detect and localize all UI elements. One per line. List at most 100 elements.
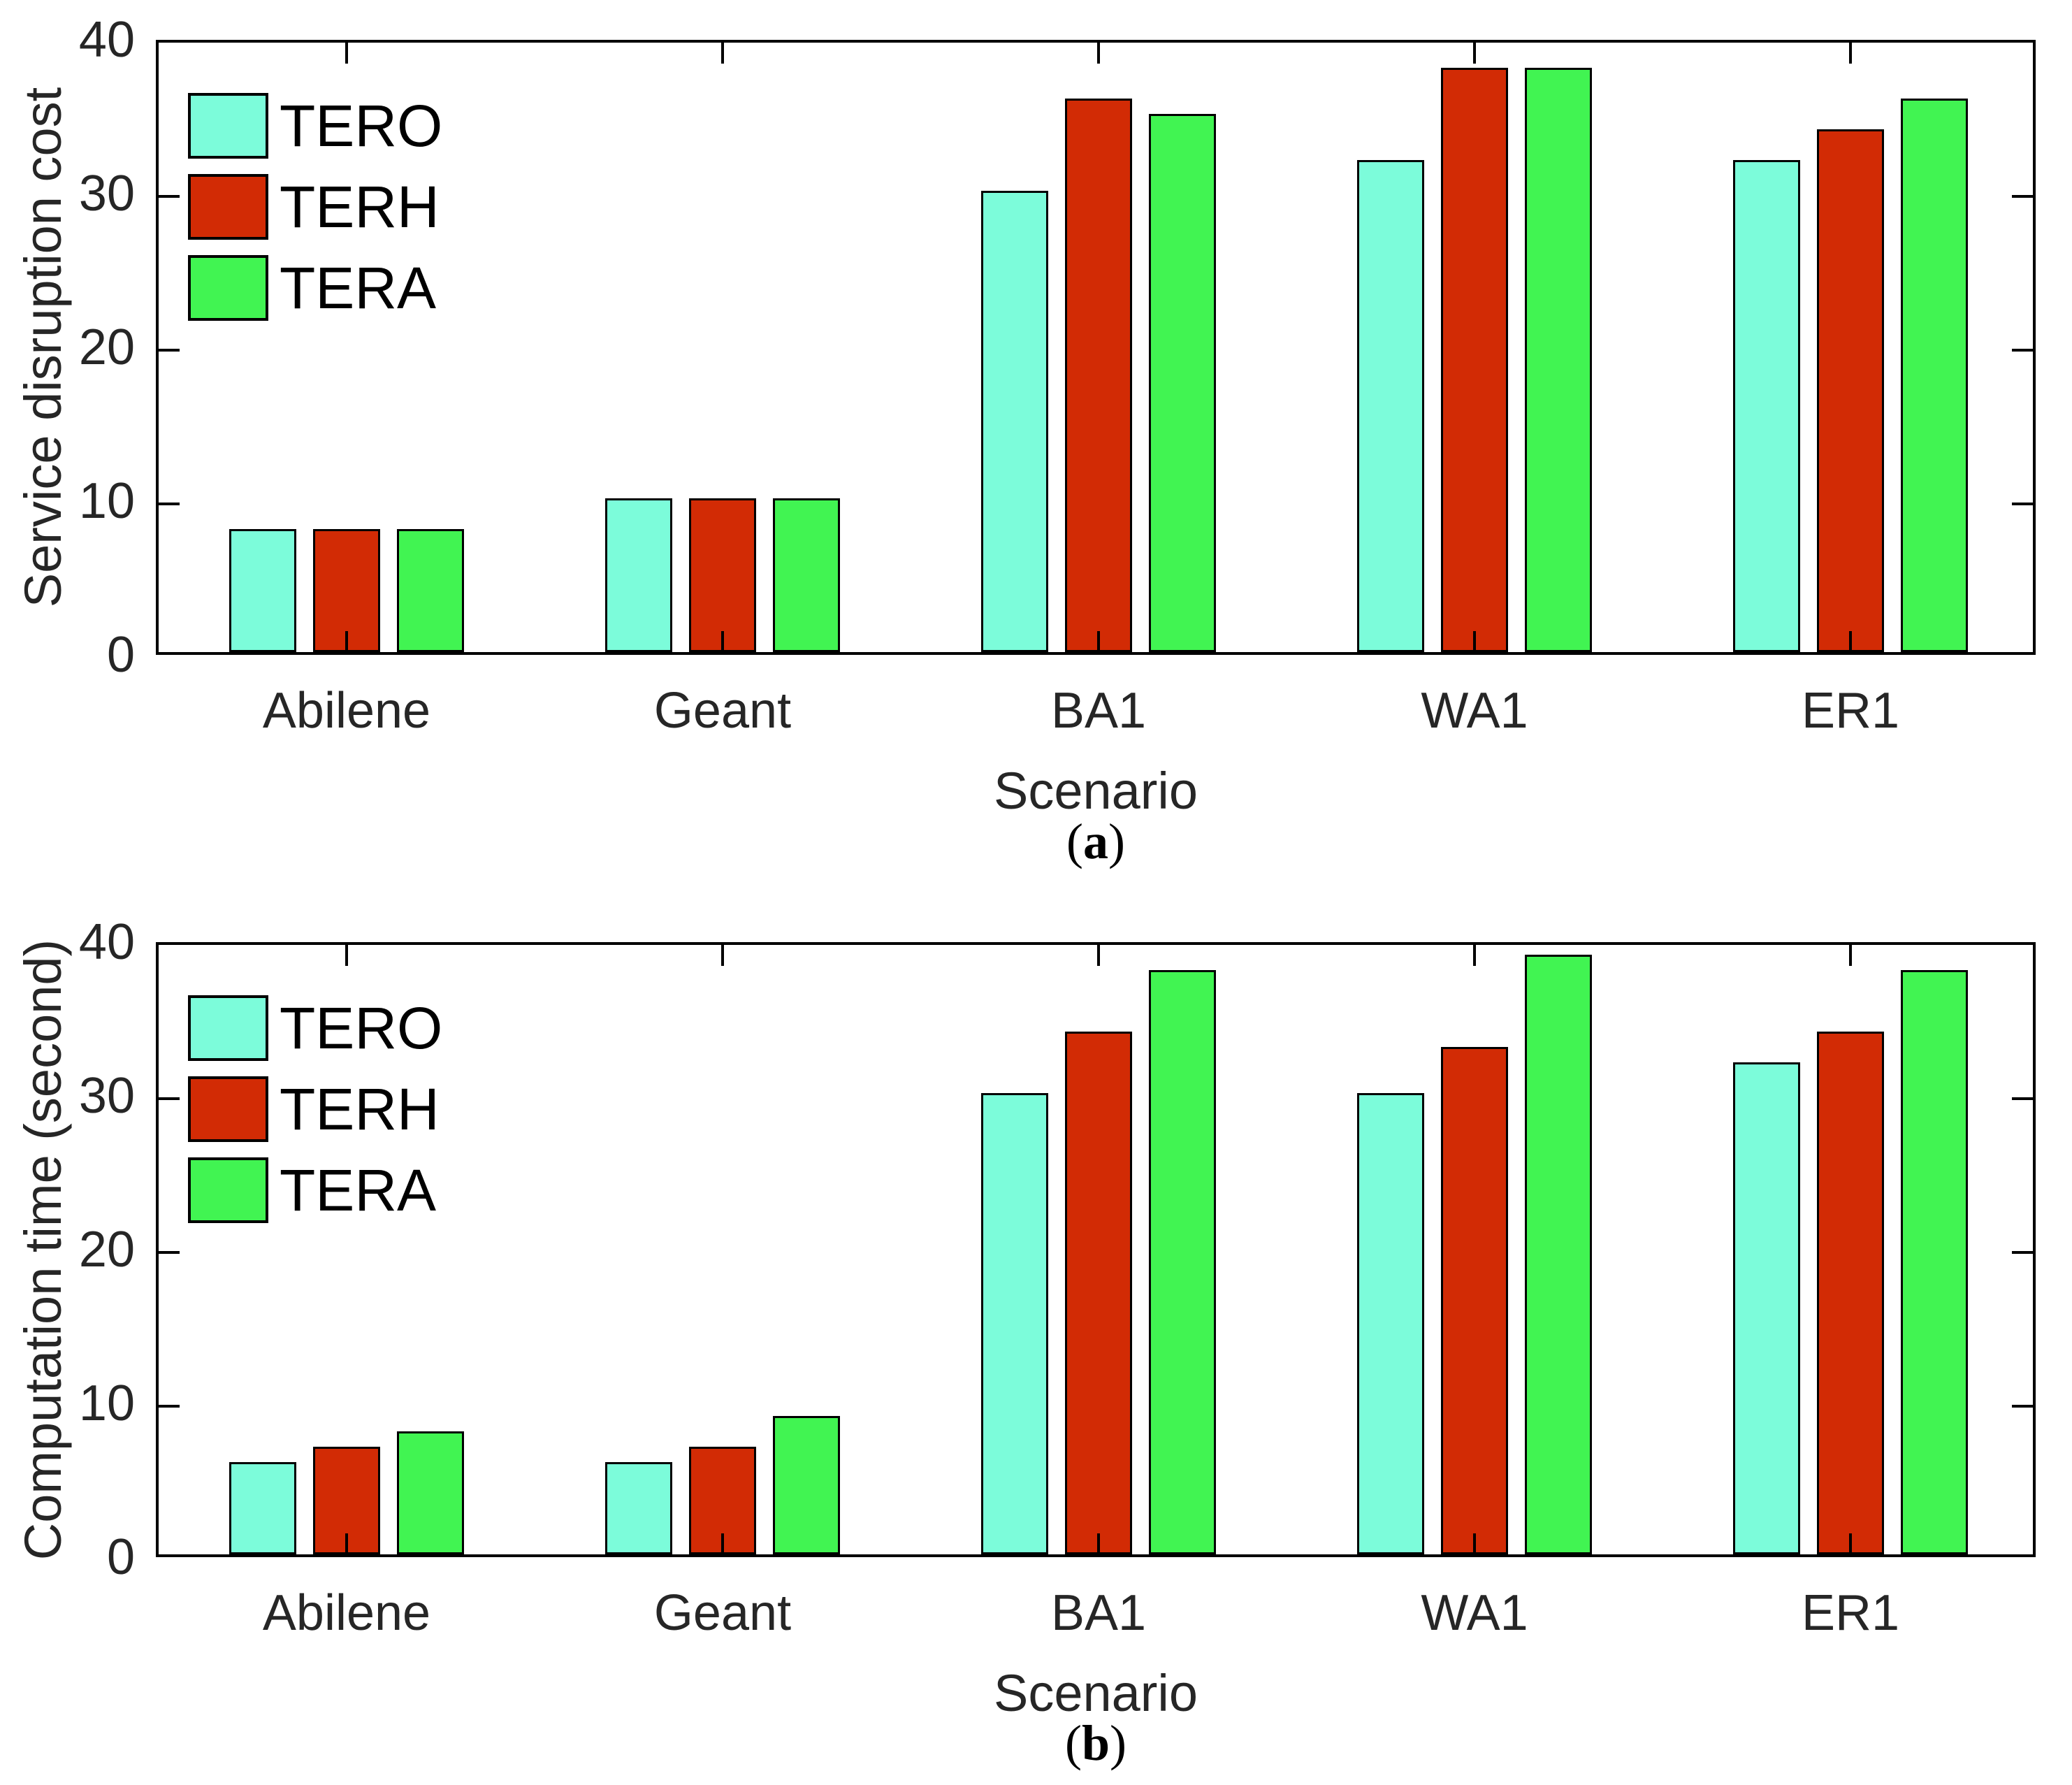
caption-a: (a)	[156, 816, 2036, 867]
xtick-label-ER1: ER1	[1801, 1585, 1900, 1641]
legend-label-TERO: TERO	[280, 93, 443, 159]
bar-TERA-WA1	[1525, 68, 1592, 652]
legend-item-TERH: TERH	[188, 1076, 442, 1142]
bar-TERA-BA1	[1149, 114, 1216, 652]
xtick-label-WA1: WA1	[1421, 683, 1528, 739]
legend-label-TERH: TERH	[280, 1076, 440, 1142]
caption-b-close: )	[1110, 1715, 1126, 1771]
xtick-label-Geant: Geant	[653, 1585, 792, 1641]
bar-TERO-BA1	[981, 1093, 1048, 1554]
bar-TERA-BA1	[1149, 970, 1216, 1554]
bar-TERH-BA1	[1065, 99, 1132, 652]
legend-item-TERO: TERO	[188, 93, 442, 159]
y-tick-left-b-30	[159, 1097, 180, 1100]
bar-TERH-WA1	[1441, 68, 1508, 652]
xtick-label-Abilene: Abilene	[262, 683, 431, 739]
legend-swatch-TERH	[188, 174, 268, 240]
x-tick-top-Abilene	[345, 43, 348, 64]
y-tick-right-a-10	[2012, 503, 2033, 505]
x-tick-bottom-ER1	[1849, 631, 1852, 652]
legend-b: TERO TERH TERA	[188, 995, 442, 1238]
x-tick-top-Geant	[721, 43, 724, 64]
xtick-label-ER1: ER1	[1801, 683, 1900, 739]
y-tick-left-a-10	[159, 503, 180, 505]
legend-label-TERO: TERO	[280, 995, 443, 1061]
legend-item-TERH: TERH	[188, 174, 442, 240]
xtick-label-Geant: Geant	[653, 683, 792, 739]
xtick-label-BA1: BA1	[1050, 683, 1147, 739]
x-tick-top-WA1	[1473, 43, 1476, 64]
y-tick-left-b-10	[159, 1405, 180, 1408]
ytick-label-b-20: 20	[78, 1222, 135, 1278]
bar-TERA-ER1	[1901, 970, 1968, 1554]
x-tick-bottom-WA1	[1473, 631, 1476, 652]
ytick-label-b-40: 40	[78, 914, 135, 970]
ytick-label-a-30: 30	[78, 166, 135, 222]
caption-b-open: (	[1064, 1715, 1082, 1771]
legend-a: TERO TERH TERA	[188, 93, 442, 336]
bar-TERO-Abilene	[229, 529, 296, 652]
x-tick-bottom-BA1	[1097, 631, 1100, 652]
x-tick-bottom-BA1	[1097, 1533, 1100, 1554]
ytick-label-a-10: 10	[78, 473, 135, 529]
bar-TERO-WA1	[1357, 160, 1424, 652]
legend-swatch-TERA	[188, 1157, 268, 1223]
x-tick-bottom-Abilene	[345, 631, 348, 652]
xtick-label-WA1: WA1	[1421, 1585, 1528, 1641]
x-axis-label-a: Scenario	[993, 762, 1198, 820]
caption-a-open: (	[1066, 814, 1083, 869]
caption-a-letter: a	[1083, 814, 1108, 869]
bar-TERA-ER1	[1901, 99, 1968, 652]
x-tick-bottom-ER1	[1849, 1533, 1852, 1554]
ytick-label-a-20: 20	[78, 319, 135, 375]
bar-TERO-Geant	[605, 498, 672, 652]
bar-TERO-WA1	[1357, 1093, 1424, 1554]
bar-TERO-Abilene	[229, 1462, 296, 1554]
ytick-label-b-30: 30	[78, 1068, 135, 1124]
plot-area-a: TERO TERH TERA Abilene Geant BA1 WA1 ER1	[156, 40, 2036, 736]
bar-TERA-WA1	[1525, 955, 1592, 1554]
x-tick-top-Geant	[721, 945, 724, 966]
y-tick-right-b-20	[2012, 1251, 2033, 1254]
x-tick-top-Abilene	[345, 945, 348, 966]
ytick-label-a-0: 0	[106, 627, 135, 683]
x-tick-top-ER1	[1849, 43, 1852, 64]
legend-label-TERA: TERA	[280, 1157, 437, 1223]
bar-TERO-BA1	[981, 191, 1048, 652]
bar-TERA-Geant	[773, 1416, 840, 1554]
bar-TERH-WA1	[1441, 1047, 1508, 1554]
y-tick-left-b-20	[159, 1251, 180, 1254]
legend-item-TERA: TERA	[188, 255, 442, 321]
bar-TERH-ER1	[1817, 129, 1884, 652]
x-tick-top-ER1	[1849, 945, 1852, 966]
xtick-label-Abilene: Abilene	[262, 1585, 431, 1641]
bar-TERH-BA1	[1065, 1032, 1132, 1554]
bar-TERA-Geant	[773, 498, 840, 652]
legend-swatch-TERO	[188, 995, 268, 1061]
y-tick-left-a-20	[159, 349, 180, 352]
legend-swatch-TERA	[188, 255, 268, 321]
y-tick-right-a-20	[2012, 349, 2033, 352]
plot-area-b: TERO TERH TERA Abilene Geant BA1 WA1 ER1	[156, 942, 2036, 1638]
legend-swatch-TERO	[188, 93, 268, 159]
x-axis-label-b: Scenario	[993, 1664, 1198, 1722]
x-tick-top-BA1	[1097, 43, 1100, 64]
y-tick-right-b-10	[2012, 1405, 2033, 1408]
ytick-label-b-0: 0	[106, 1529, 135, 1585]
legend-item-TERA: TERA	[188, 1157, 442, 1223]
y-tick-right-b-30	[2012, 1097, 2033, 1100]
legend-label-TERH: TERH	[280, 174, 440, 240]
bar-TERA-Abilene	[397, 529, 464, 652]
xtick-label-BA1: BA1	[1050, 1585, 1147, 1641]
bar-TERH-ER1	[1817, 1032, 1884, 1554]
x-tick-bottom-Abilene	[345, 1533, 348, 1554]
bar-TERO-Geant	[605, 1462, 672, 1554]
ytick-label-a-40: 40	[78, 12, 135, 68]
x-tick-bottom-Geant	[721, 1533, 724, 1554]
caption-b-letter: b	[1081, 1715, 1110, 1771]
legend-swatch-TERH	[188, 1076, 268, 1142]
caption-a-close: )	[1108, 814, 1125, 869]
bar-TERA-Abilene	[397, 1431, 464, 1554]
y-tick-left-a-30	[159, 195, 180, 198]
